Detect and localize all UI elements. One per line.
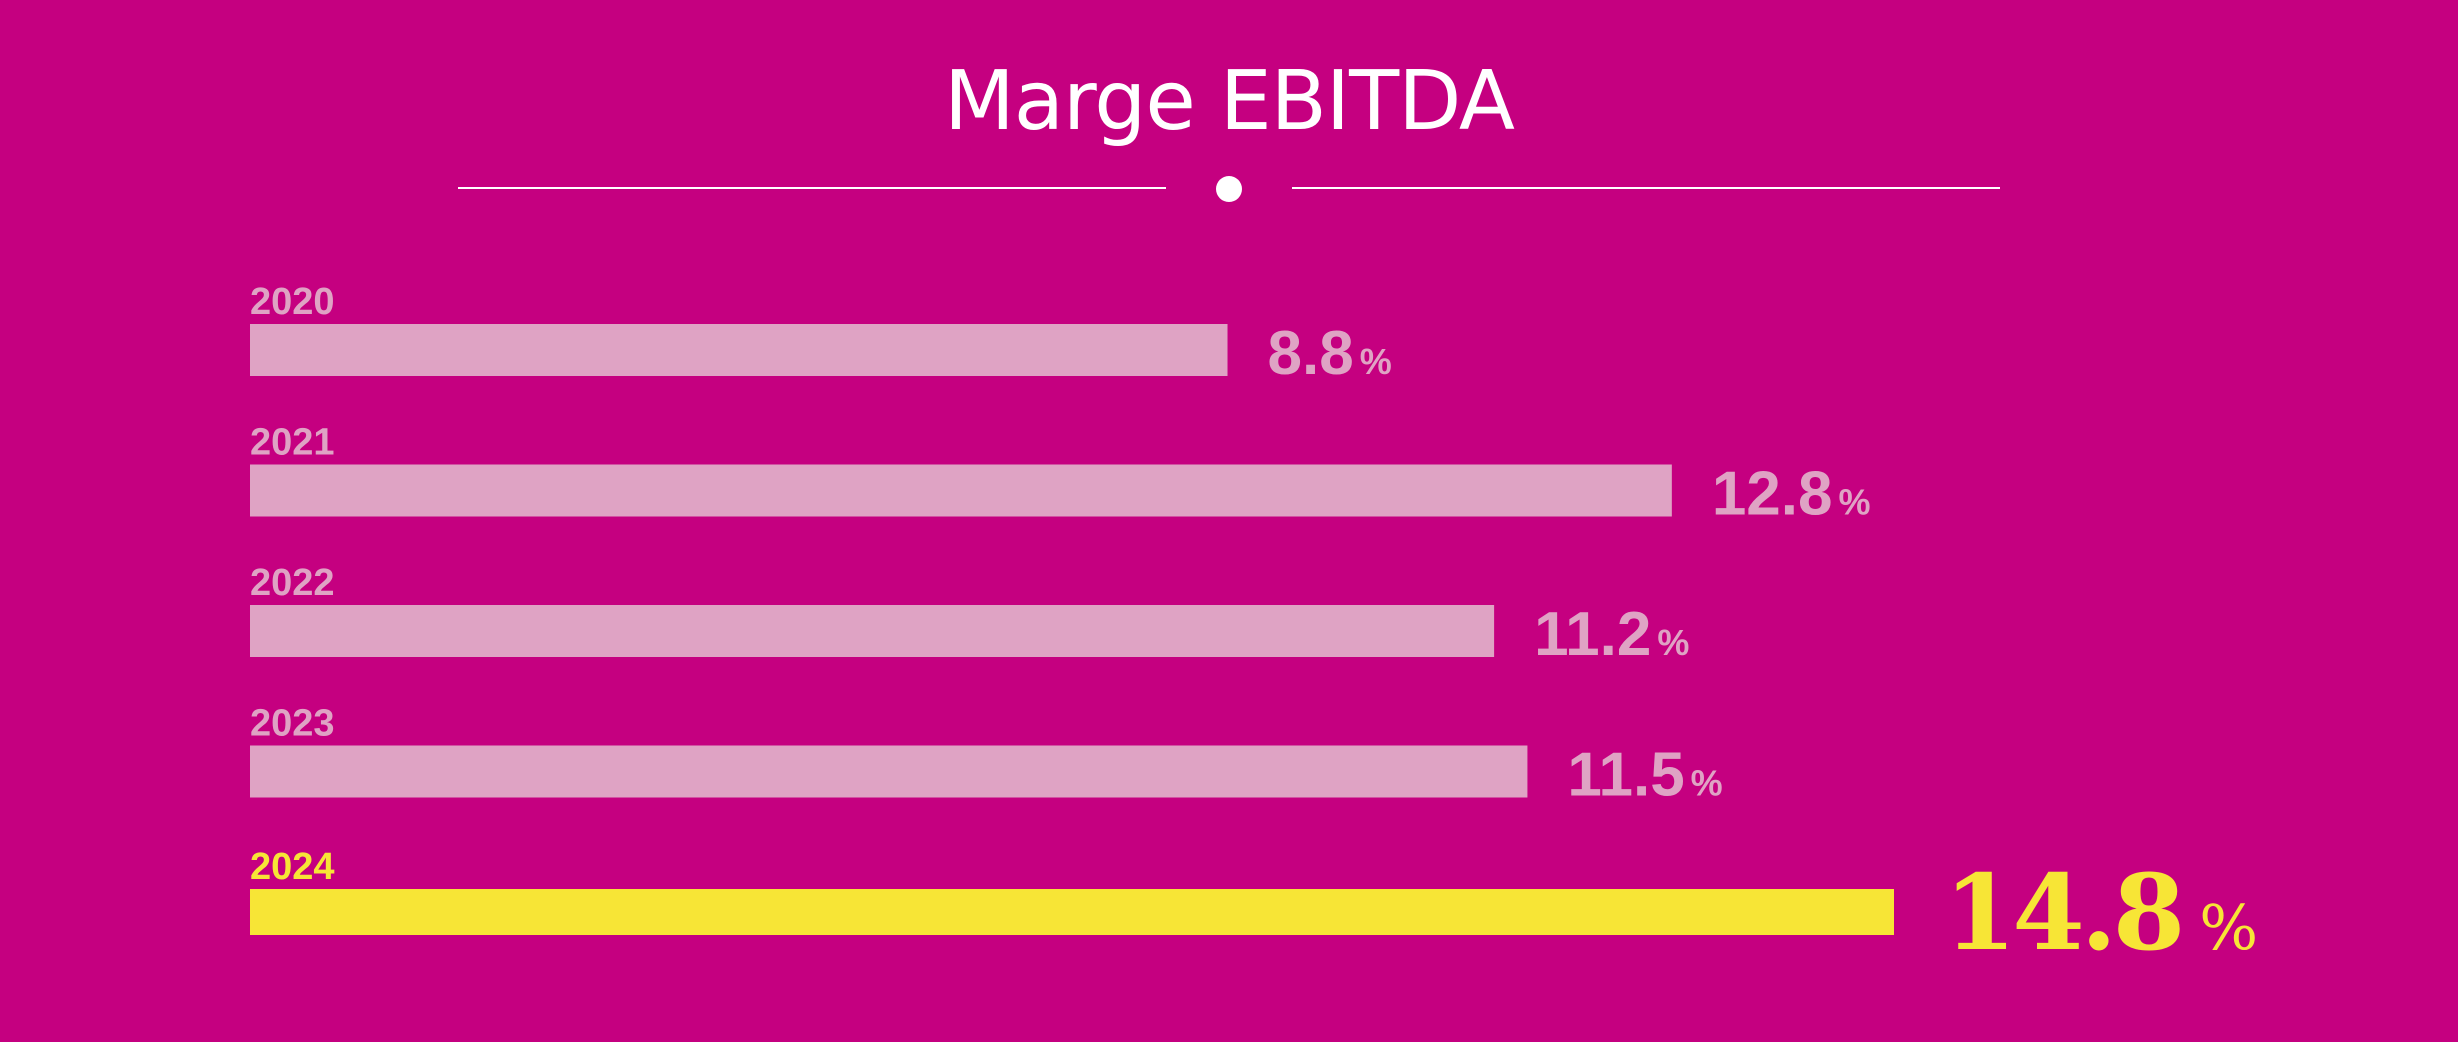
year-label-2024: 2024: [250, 846, 335, 888]
title-divider-dot: [1216, 176, 1242, 202]
value-number-2022: 11.2: [1534, 600, 1651, 669]
year-label-2022: 2022: [250, 562, 335, 604]
value-number-2023: 11.5: [1567, 741, 1684, 810]
value-unit-2020: %: [1360, 341, 1392, 382]
value-number-2021: 12.8: [1712, 460, 1833, 529]
value-unit-2022: %: [1657, 622, 1689, 663]
value-label-2020: 8.8%: [1268, 319, 1392, 388]
value-number-2020: 8.8: [1268, 319, 1354, 388]
bar-2020: [250, 324, 1228, 376]
bar-2024: [250, 889, 1894, 935]
bar-2022: [250, 605, 1495, 657]
year-label-2021: 2021: [250, 422, 335, 464]
value-label-2024: 14.8%: [1944, 851, 2258, 974]
value-label-2023: 11.5%: [1567, 741, 1722, 810]
value-unit-2021: %: [1839, 482, 1871, 523]
title-divider-right: [1292, 187, 2000, 189]
value-number-2024: 14.8: [1944, 851, 2181, 974]
bar-2023: [250, 745, 1528, 798]
value-unit-2024: %: [2199, 891, 2258, 964]
chart-title: Marge EBITDA: [944, 54, 1515, 149]
year-label-2020: 2020: [250, 281, 335, 323]
value-label-2021: 12.8%: [1712, 460, 1871, 529]
year-label-2023: 2023: [250, 703, 335, 745]
value-unit-2023: %: [1691, 763, 1723, 804]
title-divider-left: [458, 187, 1166, 189]
bar-2021: [250, 464, 1672, 517]
value-label-2022: 11.2%: [1534, 600, 1689, 669]
